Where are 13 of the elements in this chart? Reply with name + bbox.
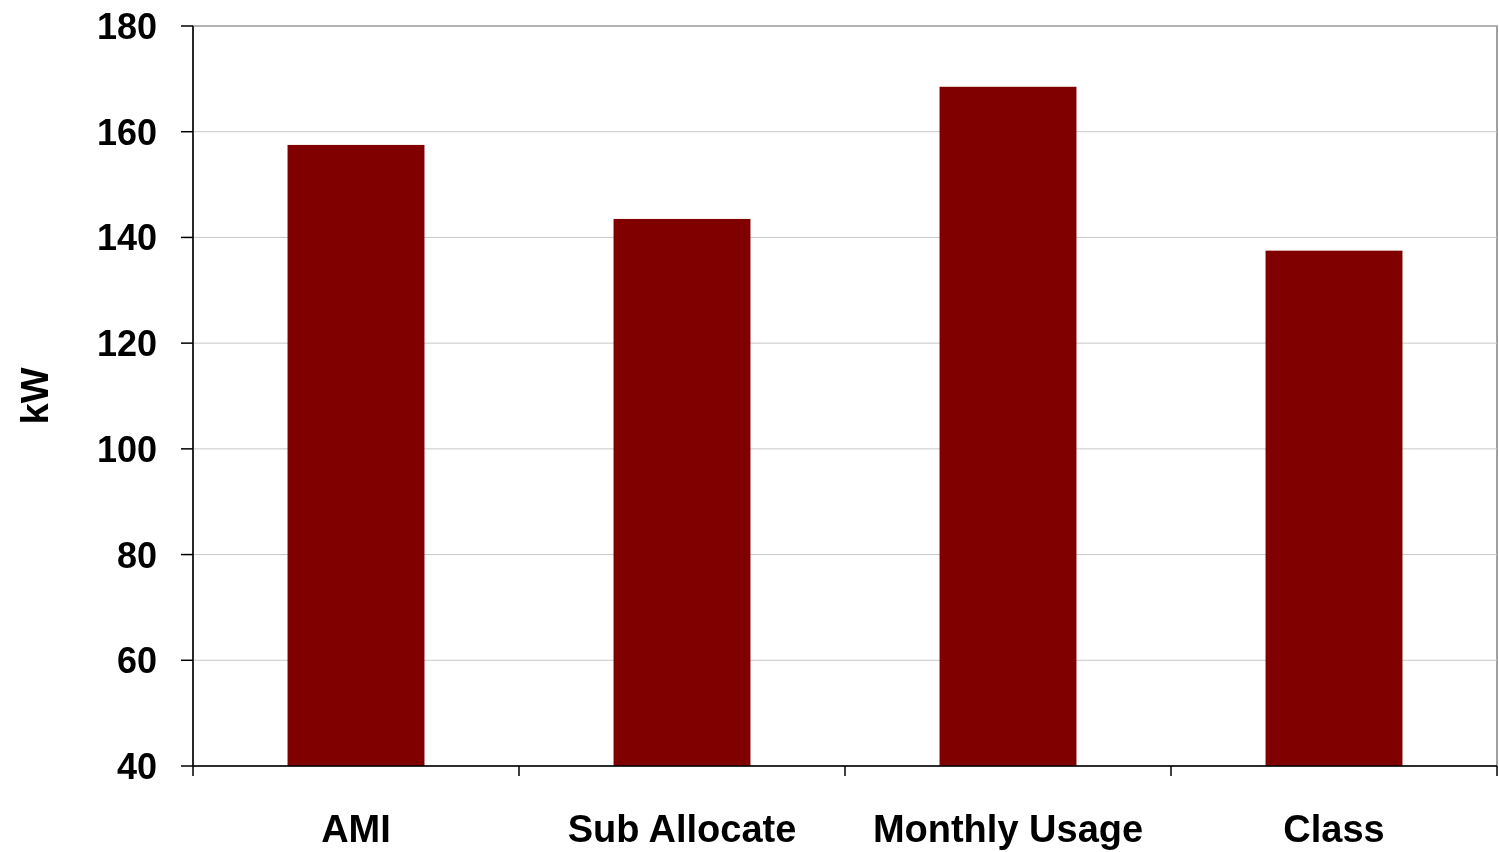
y-tick-label: 180 (96, 5, 157, 47)
x-tick-label: AMI (321, 807, 391, 850)
y-tick-label: 120 (96, 323, 157, 365)
y-tick-label: 100 (96, 428, 157, 470)
y-tick-label: 140 (96, 217, 157, 259)
x-tick-label: Sub Allocate (567, 807, 797, 850)
x-tick-label: Monthly Usage (872, 807, 1144, 850)
y-tick-label: 40 (116, 745, 157, 787)
y-tick-label: 60 (116, 640, 157, 682)
y-axis-title: kW (14, 367, 56, 425)
x-tick-label: Class (1283, 807, 1385, 850)
y-tick-label: 80 (116, 534, 157, 576)
y-tick-label: 160 (96, 111, 157, 153)
